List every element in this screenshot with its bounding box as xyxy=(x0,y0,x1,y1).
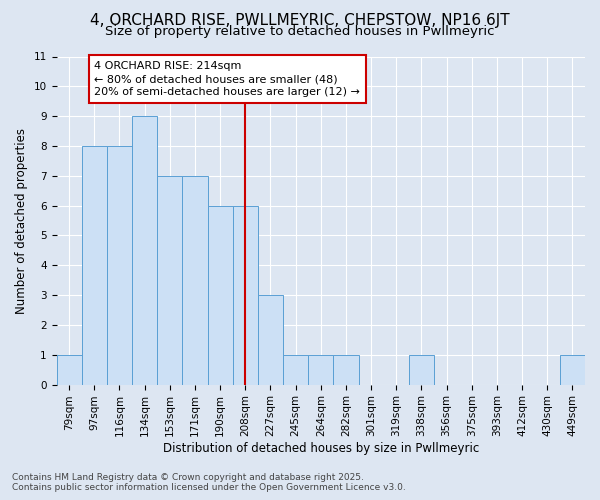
Text: 4 ORCHARD RISE: 214sqm
← 80% of detached houses are smaller (48)
20% of semi-det: 4 ORCHARD RISE: 214sqm ← 80% of detached… xyxy=(94,61,360,98)
Bar xyxy=(132,116,157,384)
Bar xyxy=(82,146,107,384)
Text: 4, ORCHARD RISE, PWLLMEYRIC, CHEPSTOW, NP16 6JT: 4, ORCHARD RISE, PWLLMEYRIC, CHEPSTOW, N… xyxy=(90,12,510,28)
Text: Size of property relative to detached houses in Pwllmeyric: Size of property relative to detached ho… xyxy=(105,25,495,38)
Y-axis label: Number of detached properties: Number of detached properties xyxy=(15,128,28,314)
Text: Contains HM Land Registry data © Crown copyright and database right 2025.
Contai: Contains HM Land Registry data © Crown c… xyxy=(12,473,406,492)
Bar xyxy=(56,355,82,384)
Bar xyxy=(283,355,308,384)
Bar xyxy=(409,355,434,384)
Bar xyxy=(334,355,359,384)
Bar xyxy=(208,206,233,384)
Bar xyxy=(560,355,585,384)
Bar xyxy=(258,295,283,384)
Bar xyxy=(233,206,258,384)
Bar xyxy=(107,146,132,384)
Bar xyxy=(182,176,208,384)
Bar xyxy=(308,355,334,384)
X-axis label: Distribution of detached houses by size in Pwllmeyric: Distribution of detached houses by size … xyxy=(163,442,479,455)
Bar xyxy=(157,176,182,384)
